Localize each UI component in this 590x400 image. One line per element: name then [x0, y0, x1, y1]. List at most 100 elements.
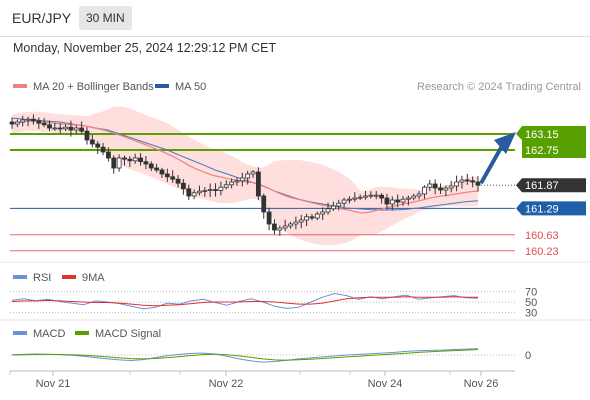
candle-body	[470, 180, 476, 183]
candle-body	[213, 189, 218, 192]
candle	[272, 219, 277, 235]
candle	[127, 156, 133, 168]
candle-body	[191, 192, 197, 197]
candle	[100, 143, 106, 156]
timestamp: Monday, November 25, 2024 12:29:12 PM CE…	[13, 41, 277, 55]
candle	[288, 221, 293, 229]
signal-swatch	[75, 331, 89, 335]
ma20-label: MA 20 + Bollinger Bands	[33, 81, 154, 93]
candle-body	[79, 127, 85, 132]
ma20-line	[11, 120, 479, 214]
candle	[475, 176, 481, 192]
candle	[325, 202, 331, 215]
candle-body	[298, 219, 304, 223]
candle	[405, 195, 411, 206]
candle-body	[106, 151, 111, 159]
candle-body	[197, 190, 202, 194]
ma9-label: 9MA	[82, 272, 105, 284]
candle-body	[411, 195, 417, 199]
candle	[73, 125, 79, 135]
candle-body	[223, 184, 229, 188]
rsi-tick-label: 50	[525, 297, 537, 309]
candle	[52, 122, 58, 131]
bollinger-band-area	[12, 106, 478, 246]
divider	[0, 36, 590, 37]
candle-body	[250, 171, 256, 175]
candle-body	[207, 189, 213, 192]
level-tag-support: 160.63	[525, 230, 559, 242]
macd-series-0	[11, 348, 479, 363]
x-axis-ticks: Nov 21 Nov 22 Nov 24 Nov 26	[9, 371, 498, 390]
timeframe-button[interactable]: 30 MIN	[79, 6, 132, 30]
candle-body	[443, 187, 449, 191]
candle-body	[347, 198, 352, 201]
legend-rsi: RSI 9MA	[13, 272, 105, 284]
candle-body	[111, 157, 117, 169]
candle	[422, 185, 427, 199]
candle-body	[475, 181, 481, 186]
candle	[31, 114, 36, 125]
candle	[448, 180, 454, 193]
candle	[432, 179, 438, 195]
candle	[14, 119, 20, 128]
candle	[266, 207, 272, 231]
candle	[250, 169, 256, 178]
forecast-arrow	[479, 132, 516, 185]
rsi-label: RSI	[33, 272, 51, 284]
candle	[245, 170, 251, 185]
candle-body	[170, 176, 176, 180]
candle-body	[309, 216, 315, 219]
level-labels: 163.15 162.75 161.87 161.29 160.63 160.23	[516, 126, 586, 258]
macd-swatch	[13, 331, 27, 335]
level-tag-resistance: 163.15	[525, 129, 559, 141]
level-tag-pivot: 161.29	[516, 201, 586, 216]
level-tag-text: 161.87	[525, 180, 559, 192]
candle-body	[181, 182, 186, 190]
candle	[9, 117, 15, 129]
candle	[336, 199, 342, 211]
rsi-tick-label: 30	[525, 308, 537, 320]
candle	[459, 175, 465, 189]
candle	[154, 163, 160, 173]
candle	[330, 201, 336, 212]
candle-body	[379, 194, 384, 199]
rsi-swatch	[13, 275, 27, 279]
candle-body	[84, 130, 90, 141]
candle	[255, 167, 261, 201]
candle	[395, 194, 401, 208]
candle-body	[186, 188, 192, 197]
candle	[181, 179, 186, 195]
candle	[277, 225, 283, 236]
candle-body	[9, 121, 15, 125]
candle	[95, 141, 101, 154]
candle-body	[31, 118, 36, 122]
candle	[363, 191, 368, 200]
candle	[148, 161, 154, 172]
x-tick-label: Nov 22	[209, 378, 244, 390]
candle	[191, 189, 197, 200]
ma9-swatch	[62, 275, 76, 279]
candle-body	[261, 195, 267, 213]
candle-body	[352, 197, 358, 200]
candle	[57, 123, 63, 134]
candle-body	[202, 189, 208, 192]
credit-text: Research © 2024 Trading Central	[417, 81, 581, 93]
candle-body	[277, 227, 283, 231]
candle	[164, 168, 170, 182]
candle-body	[175, 178, 181, 184]
candle	[63, 124, 68, 132]
candle-body	[127, 158, 133, 162]
candle	[239, 172, 245, 187]
candle	[138, 153, 143, 166]
candle	[341, 197, 347, 207]
candle-body	[164, 173, 170, 178]
candle-body	[464, 179, 470, 182]
candle-body	[25, 118, 31, 121]
candle	[443, 185, 449, 197]
candle	[229, 178, 235, 189]
macd-label: MACD	[33, 328, 65, 340]
candle	[175, 175, 181, 188]
candle	[234, 177, 240, 186]
candle-body	[95, 143, 101, 148]
